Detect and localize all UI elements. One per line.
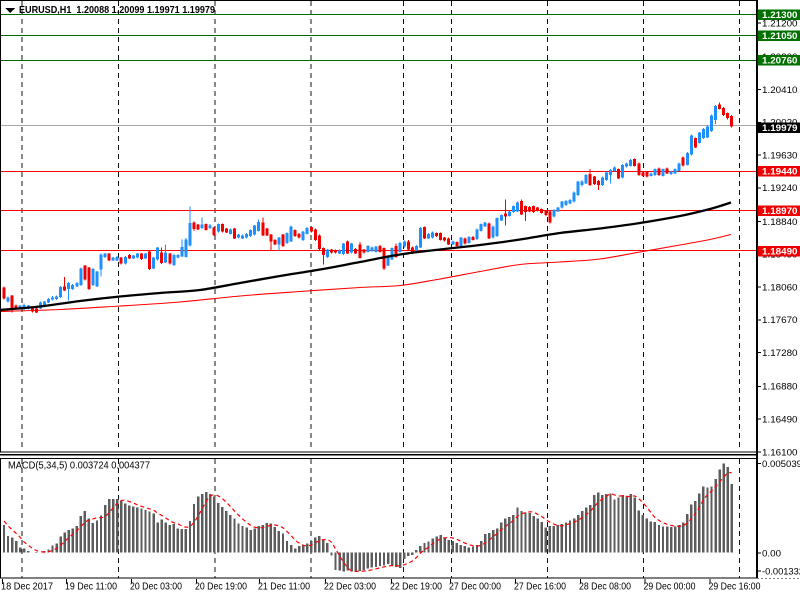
svg-text:1.16100: 1.16100 <box>762 447 798 458</box>
svg-text:0.00: 0.00 <box>762 548 781 559</box>
svg-text:1.18060: 1.18060 <box>762 282 798 293</box>
svg-text:1.20410: 1.20410 <box>762 85 798 96</box>
svg-text:MACD(5,34,5) 0.003724 0.004377: MACD(5,34,5) 0.003724 0.004377 <box>8 461 150 472</box>
svg-text:1.18840: 1.18840 <box>762 217 798 228</box>
svg-text:22 Dec 19:00: 22 Dec 19:00 <box>390 582 442 593</box>
svg-text:27 Dec 00:00: 27 Dec 00:00 <box>449 582 501 593</box>
svg-text:1.21300: 1.21300 <box>762 10 798 21</box>
svg-text:-0.001332: -0.001332 <box>762 566 800 577</box>
svg-text:19 Dec 11:00: 19 Dec 11:00 <box>65 582 117 593</box>
svg-text:22 Dec 03:00: 22 Dec 03:00 <box>324 582 376 593</box>
svg-text:1.16880: 1.16880 <box>762 382 798 393</box>
svg-text:1.18970: 1.18970 <box>762 206 798 217</box>
svg-text:1.20760: 1.20760 <box>762 55 798 66</box>
svg-text:1.21200: 1.21200 <box>762 18 798 29</box>
svg-text:1.19440: 1.19440 <box>762 166 798 177</box>
svg-text:1.18490: 1.18490 <box>762 246 798 257</box>
svg-text:27 Dec 16:00: 27 Dec 16:00 <box>514 582 566 593</box>
svg-text:1.17280: 1.17280 <box>762 348 798 359</box>
svg-text:1.19240: 1.19240 <box>762 183 798 194</box>
svg-text:29 Dec 16:00: 29 Dec 16:00 <box>709 582 761 593</box>
svg-text:20 Dec 19:00: 20 Dec 19:00 <box>195 582 247 593</box>
svg-text:1.19630: 1.19630 <box>762 150 798 161</box>
svg-text:1.17670: 1.17670 <box>762 315 798 326</box>
svg-text:18 Dec 2017: 18 Dec 2017 <box>1 582 53 593</box>
svg-text:EURUSD,H1 1.20088 1.20099 1.1: EURUSD,H1 1.20088 1.20099 1.19971 1.1997… <box>19 5 215 16</box>
svg-text:1.21050: 1.21050 <box>762 31 798 42</box>
svg-text:29 Dec 00:00: 29 Dec 00:00 <box>644 582 696 593</box>
svg-text:20 Dec 03:00: 20 Dec 03:00 <box>130 582 182 593</box>
svg-text:1.19979: 1.19979 <box>762 123 798 134</box>
svg-text:21 Dec 11:00: 21 Dec 11:00 <box>258 582 310 593</box>
svg-text:0.005039: 0.005039 <box>762 459 800 470</box>
svg-text:1.16490: 1.16490 <box>762 415 798 426</box>
svg-text:28 Dec 08:00: 28 Dec 08:00 <box>579 582 631 593</box>
